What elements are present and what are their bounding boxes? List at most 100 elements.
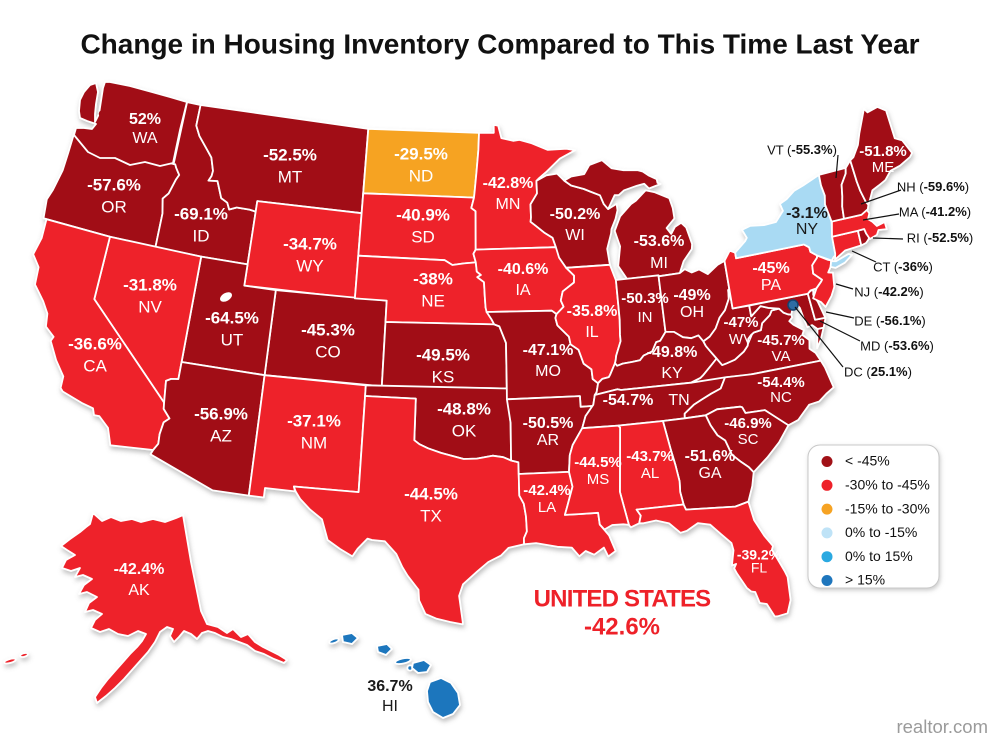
svg-text:FL: FL: [751, 560, 768, 576]
svg-text:-51.6%: -51.6%: [685, 448, 736, 465]
svg-text:NY: NY: [796, 221, 819, 238]
svg-text:-34.7%: -34.7%: [283, 234, 337, 253]
svg-text:ND: ND: [409, 166, 434, 185]
svg-text:NJ (-42.2%): NJ (-42.2%): [854, 284, 923, 299]
svg-text:OR: OR: [101, 197, 127, 216]
svg-text:-50.2%: -50.2%: [550, 206, 601, 223]
svg-text:MN: MN: [496, 196, 521, 213]
svg-text:-31.8%: -31.8%: [123, 275, 177, 294]
svg-text:> 15%: > 15%: [845, 572, 885, 588]
svg-text:NE: NE: [421, 291, 445, 310]
svg-text:-40.9%: -40.9%: [396, 205, 450, 224]
svg-text:-40.6%: -40.6%: [498, 261, 549, 278]
svg-text:IN: IN: [638, 309, 653, 326]
svg-text:< -45%: < -45%: [845, 453, 890, 469]
svg-text:-48.8%: -48.8%: [437, 399, 491, 418]
svg-text:0% to -15%: 0% to -15%: [845, 524, 917, 540]
svg-text:-54.4%: -54.4%: [757, 374, 805, 391]
svg-text:RI (-52.5%): RI (-52.5%): [907, 230, 974, 245]
svg-text:OH: OH: [680, 304, 704, 321]
svg-text:-29.5%: -29.5%: [394, 144, 448, 163]
svg-text:HI: HI: [382, 698, 398, 715]
svg-text:-30% to -45%: -30% to -45%: [845, 477, 930, 493]
svg-text:MO: MO: [535, 363, 561, 380]
svg-text:WV: WV: [729, 331, 753, 348]
svg-text:AL: AL: [641, 465, 659, 482]
svg-text:MD (-53.6%): MD (-53.6%): [860, 338, 934, 353]
svg-text:-42.8%: -42.8%: [483, 175, 534, 192]
svg-text:MA (-41.2%): MA (-41.2%): [899, 204, 971, 219]
svg-text:SC: SC: [738, 431, 759, 448]
svg-text:0% to 15%: 0% to 15%: [845, 548, 913, 564]
svg-text:-44.5%: -44.5%: [404, 484, 458, 503]
svg-text:52%: 52%: [129, 111, 161, 128]
svg-text:-38%: -38%: [413, 269, 453, 288]
svg-text:-43.7%: -43.7%: [626, 448, 674, 465]
svg-text:-45.7%: -45.7%: [757, 332, 805, 349]
svg-text:Change in Housing Inventory Co: Change in Housing Inventory Compared to …: [80, 28, 919, 59]
svg-text:-49%: -49%: [673, 287, 710, 304]
svg-text:PA: PA: [761, 277, 781, 294]
svg-text:-45%: -45%: [752, 260, 789, 277]
svg-text:-52.5%: -52.5%: [263, 145, 317, 164]
svg-text:MI: MI: [650, 255, 668, 272]
svg-text:-53.6%: -53.6%: [634, 233, 685, 250]
svg-text:-56.9%: -56.9%: [194, 404, 248, 423]
svg-text:WI: WI: [565, 227, 585, 244]
svg-text:-36.6%: -36.6%: [68, 334, 122, 353]
svg-text:DE (-56.1%): DE (-56.1%): [854, 313, 926, 328]
svg-text:NV: NV: [138, 297, 162, 316]
svg-text:KY: KY: [661, 365, 683, 382]
svg-text:UNITED STATES: UNITED STATES: [534, 585, 712, 612]
svg-text:WY: WY: [296, 256, 323, 275]
svg-text:-42.4%: -42.4%: [523, 482, 571, 499]
svg-text:-37.1%: -37.1%: [287, 411, 341, 430]
svg-text:IL: IL: [585, 324, 598, 341]
svg-text:36.7%: 36.7%: [367, 678, 412, 695]
svg-text:-64.5%: -64.5%: [205, 308, 259, 327]
svg-text:VT (-55.3%): VT (-55.3%): [767, 142, 837, 157]
svg-text:-47.1%: -47.1%: [523, 342, 574, 359]
svg-text:-3.1%: -3.1%: [786, 205, 828, 222]
svg-text:-42.6%: -42.6%: [584, 613, 660, 640]
svg-text:KS: KS: [432, 367, 455, 386]
svg-text:WA: WA: [132, 130, 158, 147]
svg-text:NH (-59.6%): NH (-59.6%): [897, 179, 969, 194]
svg-text:-15% to -30%: -15% to -30%: [845, 500, 930, 516]
svg-text:-50.5%: -50.5%: [523, 415, 574, 432]
svg-text:GA: GA: [698, 465, 721, 482]
svg-text:VA: VA: [772, 348, 791, 365]
svg-text:TN: TN: [668, 392, 689, 409]
svg-text:CT (-36%): CT (-36%): [873, 259, 933, 274]
svg-text:AK: AK: [128, 582, 150, 599]
svg-text:-49.5%: -49.5%: [416, 345, 470, 364]
svg-text:-49.8%: -49.8%: [647, 344, 698, 361]
svg-text:DC (25.1%): DC (25.1%): [844, 364, 912, 379]
svg-text:-47%: -47%: [723, 314, 758, 331]
svg-text:TX: TX: [420, 506, 442, 525]
svg-text:MT: MT: [278, 167, 303, 186]
svg-text:-44.5%: -44.5%: [574, 454, 622, 471]
svg-text:AR: AR: [537, 432, 559, 449]
svg-text:LA: LA: [538, 499, 556, 516]
svg-text:OK: OK: [452, 421, 477, 440]
svg-text:-42.4%: -42.4%: [114, 561, 165, 578]
svg-text:-50.3%: -50.3%: [621, 290, 669, 307]
svg-text:NM: NM: [301, 433, 327, 452]
svg-text:-45.3%: -45.3%: [301, 320, 355, 339]
svg-text:IA: IA: [515, 282, 530, 299]
svg-text:UT: UT: [221, 330, 244, 349]
svg-text:NC: NC: [770, 389, 792, 406]
svg-text:-39.2%: -39.2%: [737, 547, 782, 563]
svg-text:CO: CO: [315, 342, 341, 361]
svg-text:ME: ME: [872, 159, 895, 176]
svg-text:-46.9%: -46.9%: [724, 415, 772, 432]
svg-text:-51.8%: -51.8%: [859, 143, 907, 160]
svg-text:ID: ID: [193, 226, 210, 245]
svg-text:-57.6%: -57.6%: [87, 175, 141, 194]
svg-text:-54.7%: -54.7%: [603, 392, 654, 409]
svg-text:-69.1%: -69.1%: [174, 204, 228, 223]
svg-text:CA: CA: [83, 356, 107, 375]
svg-text:SD: SD: [411, 227, 435, 246]
svg-text:-35.8%: -35.8%: [567, 303, 618, 320]
